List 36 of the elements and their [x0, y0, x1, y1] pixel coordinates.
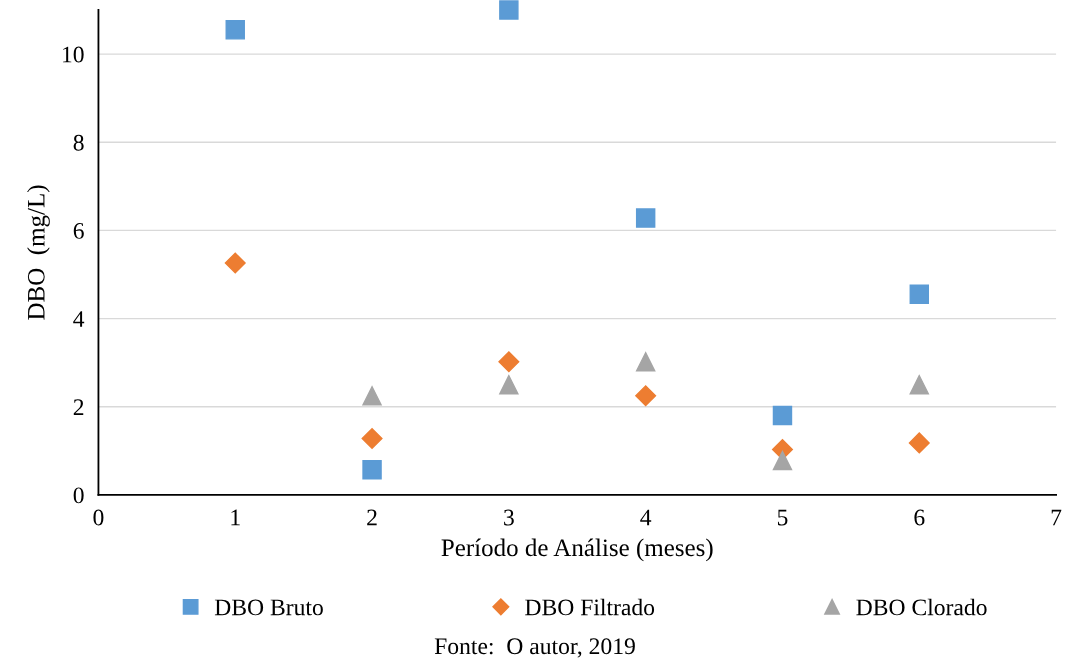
y-tick-label: 8: [73, 134, 84, 151]
legend-label: DBO Bruto: [214, 599, 323, 616]
point: [224, 252, 246, 274]
source-note: Fonte: O autor, 2019: [434, 638, 635, 658]
y-axis-title: DBO (mg/L): [27, 185, 50, 320]
x-tick-label: 4: [640, 509, 652, 526]
x-tick-label: 5: [777, 509, 788, 526]
legend-label: DBO Clorado: [856, 598, 987, 616]
point: [499, 0, 519, 20]
point: [225, 20, 245, 40]
y-tick-label: 6: [73, 222, 84, 239]
x-tick-label: 2: [367, 509, 377, 526]
x-tick-label: 3: [504, 509, 514, 526]
point: [772, 450, 793, 471]
point: [635, 208, 656, 228]
point: [362, 386, 382, 406]
legend-label: DBO Filtrado: [525, 598, 655, 616]
point: [635, 352, 656, 372]
point: [361, 427, 383, 450]
y-tick-label: 0: [73, 487, 84, 504]
point: [909, 284, 930, 305]
x-axis-title: Período de Análise (meses): [441, 538, 713, 562]
y-tick-label: 2: [73, 399, 84, 415]
x-tick-label: 7: [1051, 509, 1062, 526]
point: [362, 460, 382, 480]
point: [635, 385, 657, 407]
point: [909, 374, 930, 395]
y-tick-label: 4: [73, 311, 85, 327]
x-tick-label: 0: [93, 509, 104, 526]
y-tick-label: 10: [63, 46, 84, 63]
x-tick-label: 1: [231, 509, 240, 526]
point: [498, 351, 520, 373]
point: [908, 432, 930, 454]
x-tick-label: 6: [914, 509, 925, 526]
point: [499, 374, 519, 395]
point: [772, 405, 793, 426]
